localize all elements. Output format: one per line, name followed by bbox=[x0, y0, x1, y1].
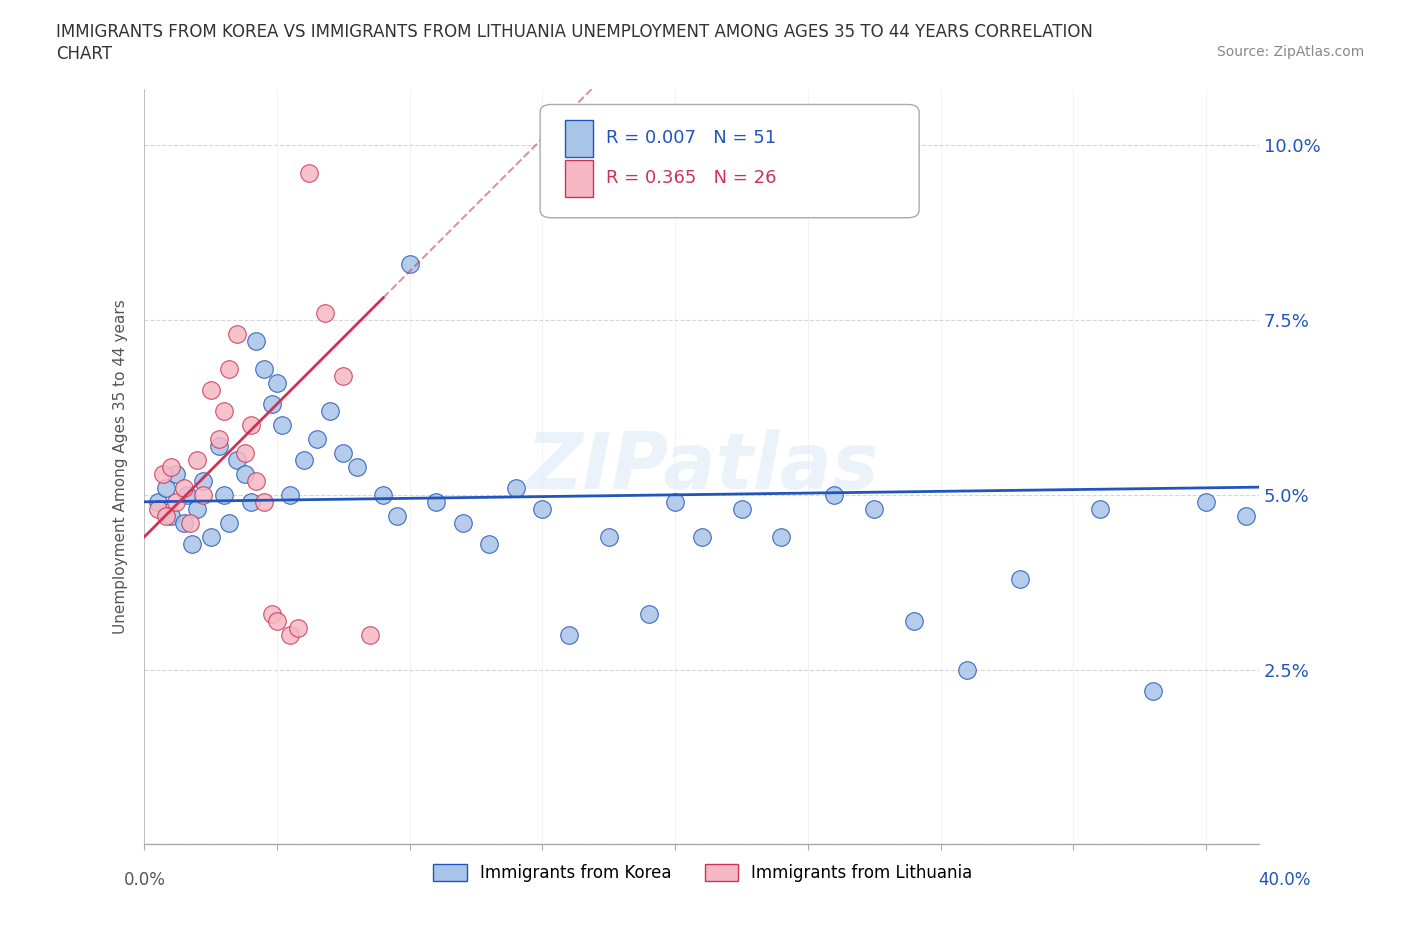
Point bbox=[155, 481, 177, 496]
Point bbox=[505, 481, 527, 496]
Point bbox=[332, 445, 354, 460]
Point bbox=[152, 467, 174, 482]
Point bbox=[191, 487, 214, 502]
Text: R = 0.007   N = 51: R = 0.007 N = 51 bbox=[606, 129, 776, 148]
Point bbox=[226, 452, 249, 467]
Point bbox=[218, 515, 240, 530]
Point bbox=[208, 438, 231, 453]
Point bbox=[346, 459, 368, 474]
Point bbox=[165, 467, 187, 482]
Point bbox=[1088, 501, 1111, 516]
FancyBboxPatch shape bbox=[565, 120, 592, 156]
Point bbox=[208, 432, 231, 446]
Point bbox=[690, 529, 713, 544]
Point bbox=[531, 501, 554, 516]
Point bbox=[359, 627, 381, 642]
Point bbox=[160, 509, 183, 524]
Point bbox=[314, 306, 336, 321]
Point bbox=[598, 529, 620, 544]
Point bbox=[385, 509, 408, 524]
Point bbox=[186, 452, 208, 467]
Point bbox=[266, 613, 288, 628]
Point bbox=[770, 529, 793, 544]
Point bbox=[253, 362, 276, 377]
Point bbox=[280, 627, 302, 642]
Point bbox=[305, 432, 328, 446]
Point bbox=[186, 501, 208, 516]
Point bbox=[146, 495, 169, 510]
Point bbox=[200, 529, 222, 544]
Point bbox=[212, 404, 235, 418]
Point bbox=[1010, 571, 1032, 586]
Point bbox=[218, 362, 240, 377]
Text: CHART: CHART bbox=[56, 45, 112, 62]
Point bbox=[730, 501, 752, 516]
Point bbox=[425, 495, 447, 510]
Point bbox=[253, 495, 276, 510]
Point bbox=[260, 606, 283, 621]
Point bbox=[212, 487, 235, 502]
Point bbox=[271, 418, 294, 432]
Point bbox=[287, 620, 309, 635]
Point bbox=[173, 515, 195, 530]
Point bbox=[200, 382, 222, 397]
Point bbox=[160, 459, 183, 474]
Point bbox=[823, 487, 845, 502]
Point bbox=[478, 537, 501, 551]
Point bbox=[558, 627, 581, 642]
Text: IMMIGRANTS FROM KOREA VS IMMIGRANTS FROM LITHUANIA UNEMPLOYMENT AMONG AGES 35 TO: IMMIGRANTS FROM KOREA VS IMMIGRANTS FROM… bbox=[56, 23, 1092, 41]
Point bbox=[398, 257, 420, 272]
Point bbox=[664, 495, 686, 510]
Point bbox=[239, 495, 262, 510]
Point bbox=[173, 481, 195, 496]
Point bbox=[332, 368, 354, 383]
Point bbox=[155, 509, 177, 524]
Point bbox=[1195, 495, 1218, 510]
Point bbox=[319, 404, 342, 418]
Point bbox=[233, 445, 256, 460]
Legend: Immigrants from Korea, Immigrants from Lithuania: Immigrants from Korea, Immigrants from L… bbox=[426, 857, 980, 889]
Point bbox=[260, 396, 283, 411]
Text: ZIPatlas: ZIPatlas bbox=[526, 429, 877, 505]
FancyBboxPatch shape bbox=[565, 160, 592, 196]
Point bbox=[903, 613, 925, 628]
Point bbox=[637, 606, 659, 621]
FancyBboxPatch shape bbox=[540, 104, 920, 218]
Point bbox=[245, 473, 267, 488]
Text: 40.0%: 40.0% bbox=[1258, 871, 1310, 889]
Point bbox=[266, 376, 288, 391]
Point bbox=[956, 662, 979, 677]
Point bbox=[226, 326, 249, 341]
Point bbox=[292, 452, 315, 467]
Point bbox=[165, 495, 187, 510]
Point bbox=[451, 515, 474, 530]
Point bbox=[233, 467, 256, 482]
Point bbox=[373, 487, 395, 502]
Point bbox=[1234, 509, 1257, 524]
Y-axis label: Unemployment Among Ages 35 to 44 years: Unemployment Among Ages 35 to 44 years bbox=[114, 299, 128, 634]
Text: Source: ZipAtlas.com: Source: ZipAtlas.com bbox=[1216, 45, 1364, 59]
Point bbox=[245, 334, 267, 349]
Point bbox=[146, 501, 169, 516]
Point bbox=[239, 418, 262, 432]
Point bbox=[179, 515, 201, 530]
Point bbox=[280, 487, 302, 502]
Point bbox=[863, 501, 886, 516]
Text: R = 0.365   N = 26: R = 0.365 N = 26 bbox=[606, 169, 776, 188]
Point bbox=[298, 166, 321, 180]
Text: 0.0%: 0.0% bbox=[124, 871, 166, 889]
Point bbox=[191, 473, 214, 488]
Point bbox=[176, 487, 198, 502]
Point bbox=[1142, 684, 1164, 698]
Point bbox=[181, 537, 204, 551]
